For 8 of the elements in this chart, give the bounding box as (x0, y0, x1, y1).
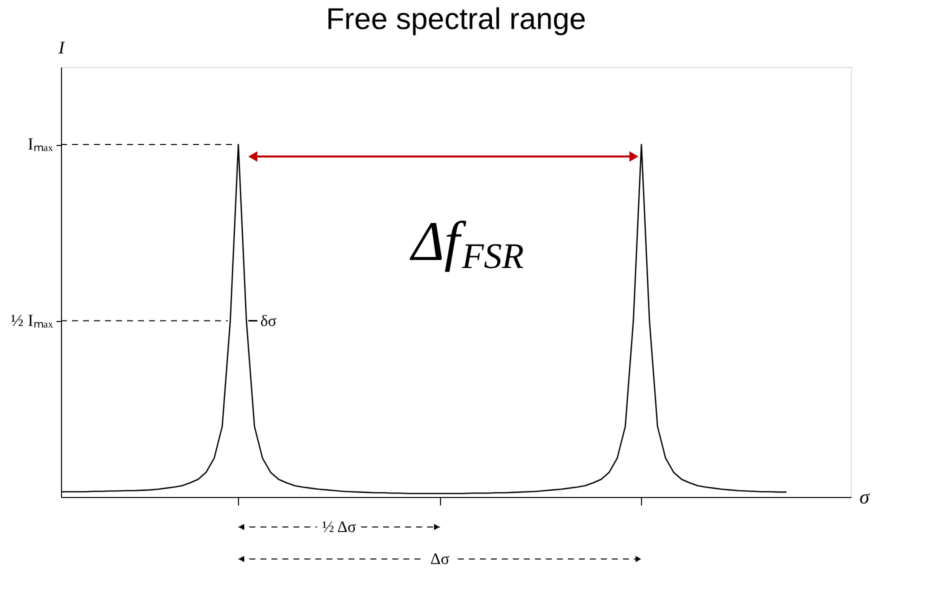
annotation: δσ (260, 312, 277, 330)
text: Δσ (430, 551, 450, 568)
text: Iₘₐₓ (28, 134, 54, 154)
x-axis-title: σ (860, 486, 870, 508)
text: ½ Iₘₐₓ (10, 310, 54, 330)
chart-title: Free spectral range (326, 3, 586, 36)
text: ½ Δσ (322, 519, 357, 536)
y-axis-title: I (58, 38, 66, 58)
